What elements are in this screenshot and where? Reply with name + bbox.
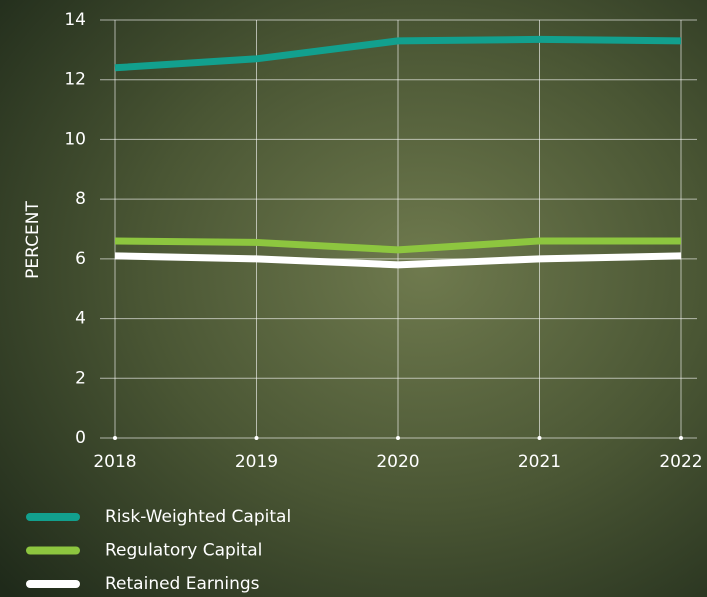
y-tick-label: 0 <box>75 428 86 448</box>
line <box>114 237 681 254</box>
legend-label: Regulatory Capital <box>105 541 262 561</box>
y-tick-label: 2 <box>75 368 86 388</box>
x-tick-label: 2018 <box>93 452 136 472</box>
y-tick-label: 10 <box>64 129 86 149</box>
axis-dot <box>254 436 259 440</box>
axis-dot <box>537 436 542 440</box>
legend-label: Risk-Weighted Capital <box>105 507 291 527</box>
legend-label: Retained Earnings <box>105 574 260 594</box>
y-tick-label: 8 <box>75 189 86 209</box>
x-tick-label: 2019 <box>235 452 278 472</box>
x-tick-label: 2020 <box>376 452 419 472</box>
y-axis-label: PERCENT <box>23 201 43 279</box>
axis-dot <box>113 436 117 440</box>
y-tick-label: 6 <box>75 249 86 269</box>
y-tick-label: 14 <box>64 10 86 30</box>
y-tick-label: 12 <box>64 70 86 90</box>
axis-dot <box>396 436 400 440</box>
line <box>114 35 682 72</box>
axis-dot <box>679 436 683 440</box>
x-tick-label: 2021 <box>518 452 561 472</box>
x-tick-label: 2022 <box>659 452 702 472</box>
line <box>114 252 682 269</box>
y-tick-label: 4 <box>75 309 86 329</box>
